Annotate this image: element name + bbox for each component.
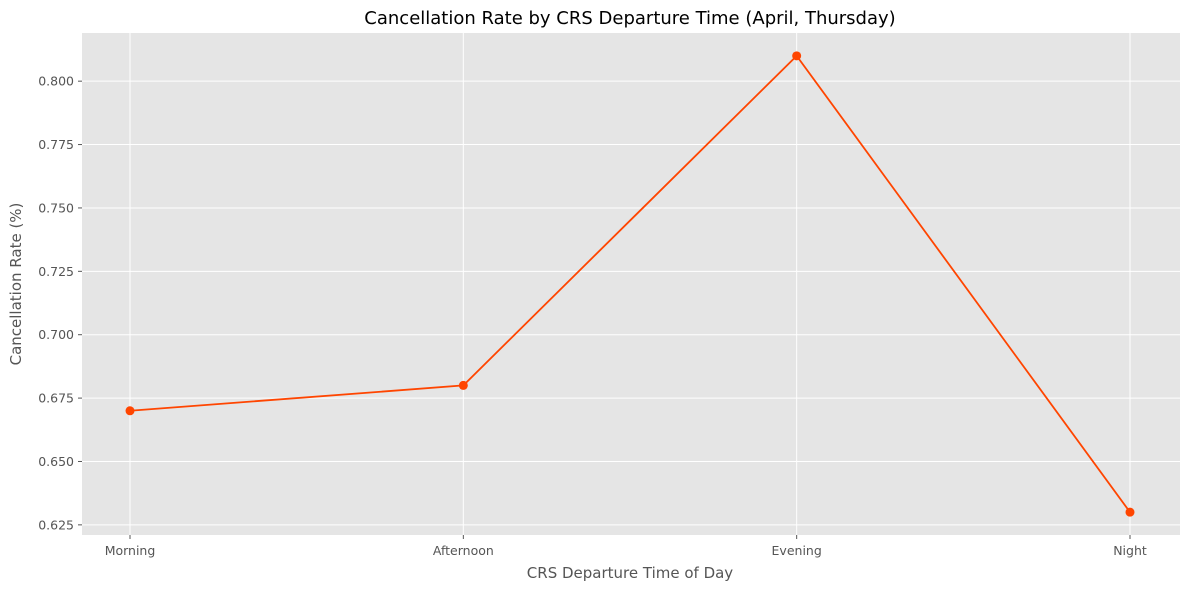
y-tick-label: 0.700 — [38, 327, 74, 342]
y-tick-label: 0.750 — [38, 200, 74, 215]
y-tick-label: 0.725 — [38, 264, 74, 279]
series-lines — [129, 54, 1131, 513]
y-tick-label: 0.625 — [38, 517, 74, 532]
y-tick-label: 0.800 — [38, 74, 74, 89]
grid-lines — [82, 33, 1180, 535]
data-point — [1125, 507, 1135, 517]
data-point — [458, 380, 468, 390]
x-tick-label: Evening — [772, 543, 822, 558]
x-tick-label: Night — [1113, 543, 1147, 558]
y-axis-label: Cancellation Rate (%) — [7, 203, 25, 366]
y-tick-label: 0.650 — [38, 454, 74, 469]
chart-title: Cancellation Rate by CRS Departure Time … — [364, 8, 895, 29]
y-tick-label: 0.675 — [38, 391, 74, 406]
data-point — [792, 51, 802, 61]
x-tick-label: Afternoon — [433, 543, 494, 558]
data-point — [125, 406, 135, 416]
x-tick-label: Morning — [105, 543, 156, 558]
series-line — [129, 54, 1131, 513]
x-tick-labels: Morning Afternoon Evening Night — [105, 535, 1147, 558]
y-tick-label: 0.775 — [38, 137, 74, 152]
plot-area — [82, 33, 1180, 535]
y-tick-labels: 0.625 0.650 0.675 0.700 0.725 0.750 0.775 0.800 — [38, 74, 82, 532]
x-axis-label: CRS Departure Time of Day — [527, 564, 734, 582]
series-points — [125, 51, 1135, 517]
